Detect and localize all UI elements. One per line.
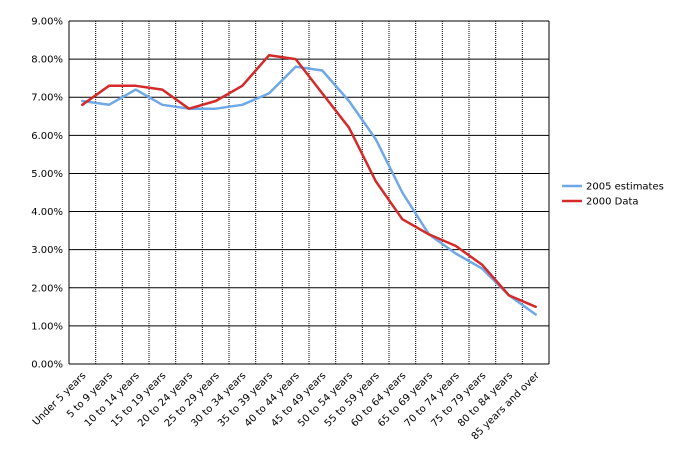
- y-tick-label: 8.00%: [31, 55, 63, 66]
- data-point: [81, 100, 84, 103]
- data-point: [348, 100, 350, 103]
- data-point: [268, 54, 270, 57]
- data-point: [401, 191, 404, 194]
- data-point: [268, 92, 270, 95]
- data-point: [374, 180, 377, 183]
- y-tick-label: 7.00%: [31, 93, 63, 104]
- data-point: [294, 58, 297, 61]
- legend-label: 2000 Data: [586, 197, 639, 208]
- data-point: [108, 103, 110, 106]
- data-point: [108, 84, 110, 87]
- data-point: [534, 305, 537, 308]
- data-point: [214, 100, 217, 103]
- y-tick-label: 6.00%: [31, 131, 63, 142]
- data-point: [374, 138, 377, 141]
- data-point: [454, 252, 457, 255]
- data-point: [454, 244, 457, 247]
- data-point: [481, 263, 484, 266]
- data-point: [321, 92, 324, 95]
- data-point: [428, 233, 430, 236]
- data-point: [321, 69, 324, 72]
- data-point: [401, 218, 404, 221]
- data-point: [481, 267, 484, 270]
- data-point: [188, 107, 190, 110]
- series-line-1: [81, 54, 537, 309]
- data-point: [214, 107, 217, 110]
- y-tick-label: 1.00%: [31, 321, 63, 332]
- data-point: [508, 294, 510, 297]
- y-tick-label: 2.00%: [31, 283, 63, 294]
- y-tick-label: 5.00%: [31, 169, 63, 180]
- y-axis-tick-labels: 0.00% 1.00% 2.00% 3.00% 4.00% 5.00% 6.00% 7.00%…: [31, 17, 63, 371]
- y-tick-label: 0.00%: [31, 360, 63, 371]
- legend: 2005 estimates 2000 Data: [562, 182, 664, 208]
- data-point: [81, 103, 84, 106]
- data-point: [161, 88, 164, 91]
- data-point: [241, 84, 244, 87]
- legend-label: 2005 estimates: [586, 182, 664, 193]
- y-tick-label: 3.00%: [31, 245, 63, 256]
- data-point: [134, 88, 137, 91]
- gridlines: [68, 20, 550, 365]
- series-lines: [81, 54, 537, 316]
- data-point: [348, 126, 350, 129]
- data-point: [241, 103, 244, 106]
- series-line-0: [81, 65, 537, 316]
- data-point: [161, 103, 164, 106]
- y-tick-label: 9.00%: [31, 17, 63, 28]
- y-tick-label: 4.00%: [31, 207, 63, 218]
- data-point: [534, 313, 537, 316]
- data-point: [134, 84, 137, 87]
- data-point: [294, 65, 297, 68]
